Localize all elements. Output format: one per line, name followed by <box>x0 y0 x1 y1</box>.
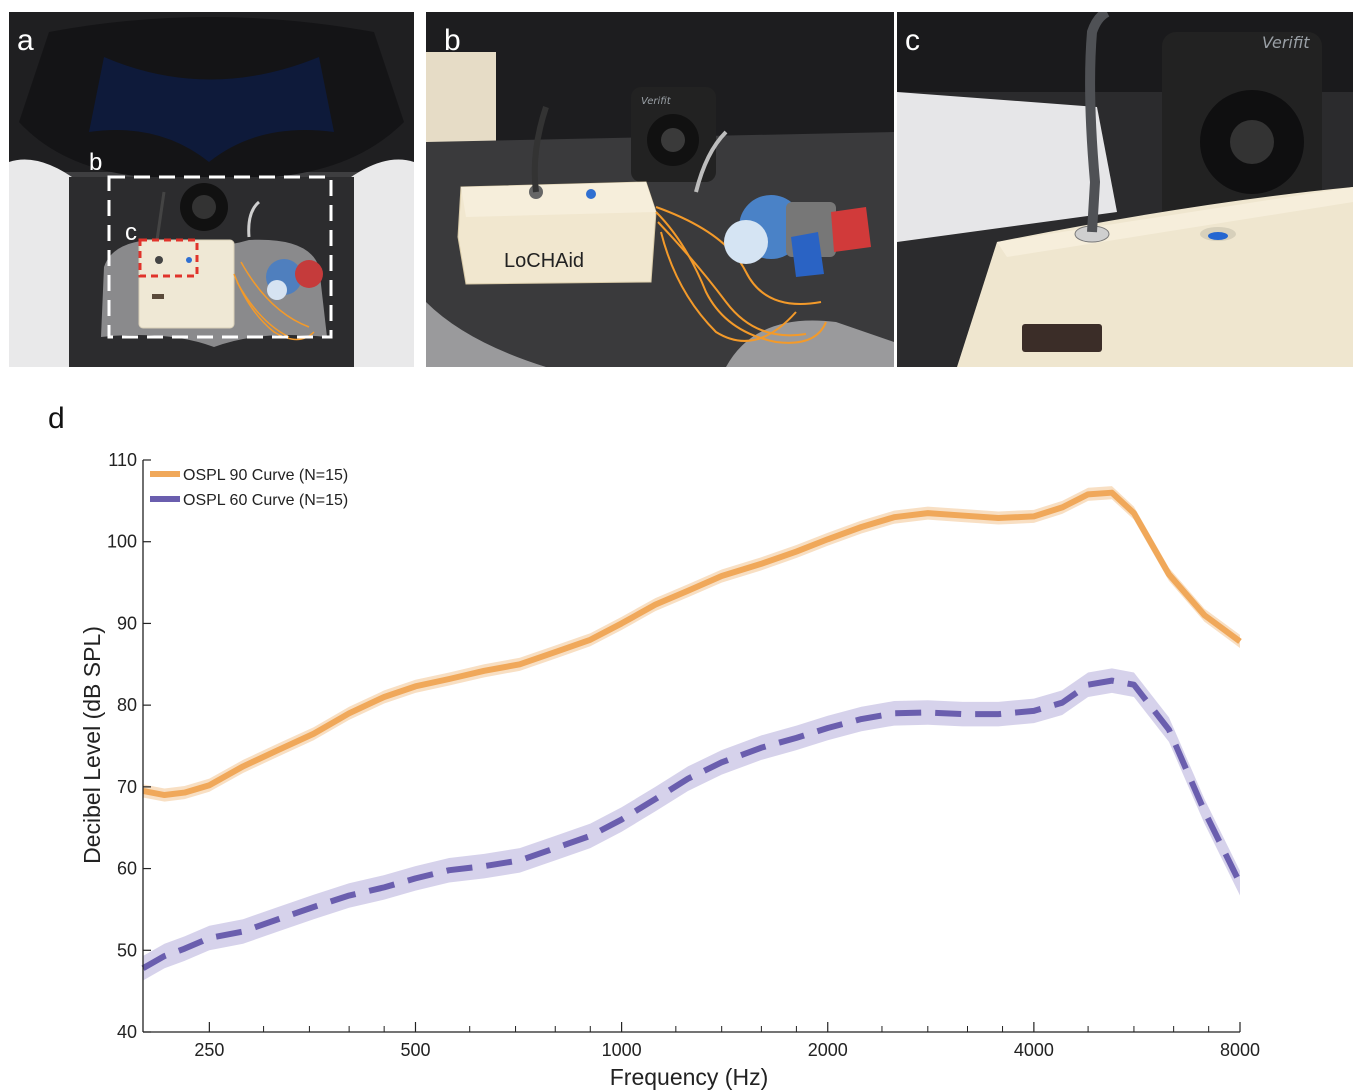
tick-labels: 40 50 60 70 80 90 100 110 250 500 1000 2000 4000 8000 <box>107 450 1260 1060</box>
panel-d-letter: d <box>48 402 65 435</box>
band-series-2 <box>143 668 1240 981</box>
callout-b-label: b <box>89 149 102 176</box>
photo-panel-a: a b c <box>9 12 414 367</box>
y-tick-label: 110 <box>108 450 137 470</box>
callout-c-label: c <box>125 219 137 246</box>
y-tick-label: 80 <box>117 695 137 715</box>
line-series-2 <box>141 677 1243 971</box>
panel-a-letter: a <box>17 24 34 57</box>
series-lines <box>141 489 1243 971</box>
zoom-box-b <box>107 175 333 339</box>
y-tick-label: 40 <box>117 1022 137 1042</box>
x-tick-label: 2000 <box>808 1040 848 1060</box>
x-tick-label: 500 <box>400 1040 430 1060</box>
panel-c-letter: c <box>905 24 920 57</box>
x-tick-label: 250 <box>194 1040 224 1060</box>
y-tick-label: 90 <box>117 613 137 633</box>
y-tick-label: 50 <box>117 940 137 960</box>
panel-b-letter-layer: b <box>444 24 461 52</box>
panel-b-letter: b <box>444 24 461 52</box>
legend-label-2: OSPL 60 Curve (N=15) <box>183 492 348 509</box>
x-axis-title: Frequency (Hz) <box>610 1064 768 1090</box>
line-series-1 <box>142 489 1242 799</box>
y-tick-label: 60 <box>117 859 137 879</box>
verifit-brand-b: Verifit <box>641 96 672 107</box>
x-tick-label: 4000 <box>1014 1040 1054 1060</box>
x-tick-label: 8000 <box>1220 1040 1260 1060</box>
legend-label-1: OSPL 90 Curve (N=15) <box>183 467 348 484</box>
verifit-brand-c: Verifit <box>1262 33 1310 52</box>
lochaid-device-label: LoCHAid <box>504 250 584 272</box>
y-axis-title: Decibel Level (dB SPL) <box>79 626 105 864</box>
photo-panel-c: Verifit c <box>897 12 1353 367</box>
x-tick-label: 1000 <box>602 1040 642 1060</box>
legend: OSPL 90 Curve (N=15) OSPL 60 Curve (N=15) <box>150 467 348 509</box>
y-tick-label: 100 <box>107 532 137 552</box>
photo-panel-b: Verifit LoCHAid <box>426 12 894 367</box>
y-tick-label: 70 <box>117 777 137 797</box>
band-series-1 <box>143 486 1240 802</box>
ospl-chart: 40 50 60 70 80 90 100 110 250 500 1000 2000 4000 8000… <box>79 450 1260 1090</box>
axes <box>142 459 1241 1033</box>
zoom-box-c <box>138 238 199 278</box>
